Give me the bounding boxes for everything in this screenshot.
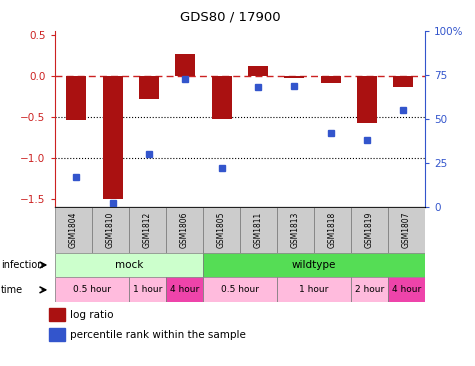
Bar: [175, 54, 195, 76]
Text: 0.5 hour: 0.5 hour: [73, 285, 111, 294]
Bar: [203, 253, 425, 277]
Bar: [92, 207, 129, 253]
Bar: [351, 277, 388, 302]
Bar: [388, 277, 425, 302]
Text: GSM1812: GSM1812: [143, 212, 152, 248]
Bar: [203, 277, 277, 302]
Bar: [393, 76, 413, 87]
Text: log ratio: log ratio: [70, 310, 114, 320]
Bar: [285, 76, 304, 78]
Bar: [55, 253, 203, 277]
Text: 0.5 hour: 0.5 hour: [221, 285, 259, 294]
Bar: [240, 207, 277, 253]
Bar: [166, 207, 203, 253]
Bar: [357, 76, 377, 123]
Text: GSM1810: GSM1810: [106, 212, 114, 248]
Text: wildtype: wildtype: [292, 260, 336, 270]
Bar: [129, 207, 166, 253]
Bar: [66, 76, 86, 120]
Text: percentile rank within the sample: percentile rank within the sample: [70, 330, 246, 340]
Text: GSM1813: GSM1813: [291, 212, 300, 248]
Text: GDS80 / 17900: GDS80 / 17900: [180, 11, 281, 24]
Bar: [103, 76, 123, 199]
Bar: [48, 308, 65, 321]
Text: 1 hour: 1 hour: [133, 285, 162, 294]
Text: GSM1804: GSM1804: [69, 212, 77, 248]
Text: GSM1818: GSM1818: [328, 212, 337, 248]
Bar: [277, 277, 351, 302]
Text: GSM1807: GSM1807: [402, 212, 411, 248]
Bar: [129, 277, 166, 302]
Text: GSM1811: GSM1811: [254, 212, 263, 248]
Bar: [166, 277, 203, 302]
Bar: [351, 207, 388, 253]
Bar: [314, 207, 351, 253]
Bar: [212, 76, 232, 119]
Text: time: time: [1, 285, 23, 295]
Bar: [48, 328, 65, 341]
Bar: [139, 76, 159, 99]
Text: 2 hour: 2 hour: [355, 285, 384, 294]
Text: 4 hour: 4 hour: [170, 285, 199, 294]
Text: 1 hour: 1 hour: [299, 285, 329, 294]
Text: infection: infection: [1, 260, 44, 270]
Bar: [388, 207, 425, 253]
Bar: [55, 207, 92, 253]
Text: mock: mock: [114, 260, 143, 270]
Bar: [55, 277, 129, 302]
Bar: [321, 76, 341, 83]
Text: GSM1819: GSM1819: [365, 212, 374, 248]
Text: 4 hour: 4 hour: [392, 285, 421, 294]
Bar: [277, 207, 314, 253]
Text: GSM1806: GSM1806: [180, 212, 189, 248]
Bar: [248, 66, 268, 76]
Text: GSM1805: GSM1805: [217, 212, 226, 248]
Bar: [203, 207, 240, 253]
